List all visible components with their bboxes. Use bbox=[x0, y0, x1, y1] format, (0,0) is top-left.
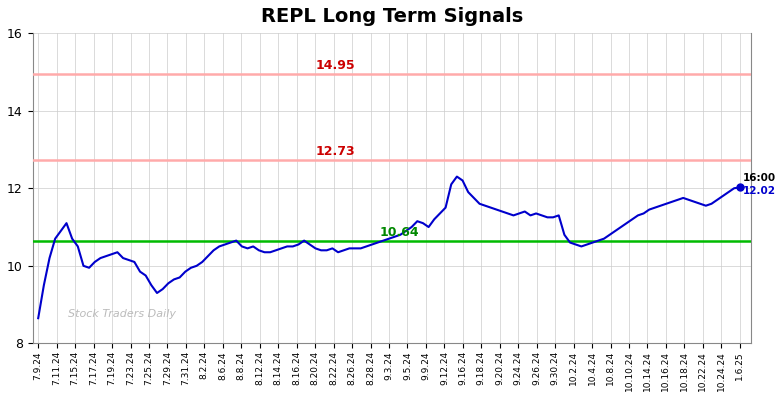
Text: 14.95: 14.95 bbox=[315, 59, 355, 72]
Text: 12.02: 12.02 bbox=[742, 186, 775, 196]
Text: 10.64: 10.64 bbox=[379, 226, 419, 239]
Text: Stock Traders Daily: Stock Traders Daily bbox=[68, 308, 176, 318]
Text: 16:00: 16:00 bbox=[742, 173, 775, 183]
Title: REPL Long Term Signals: REPL Long Term Signals bbox=[261, 7, 523, 26]
Text: 12.73: 12.73 bbox=[315, 145, 355, 158]
